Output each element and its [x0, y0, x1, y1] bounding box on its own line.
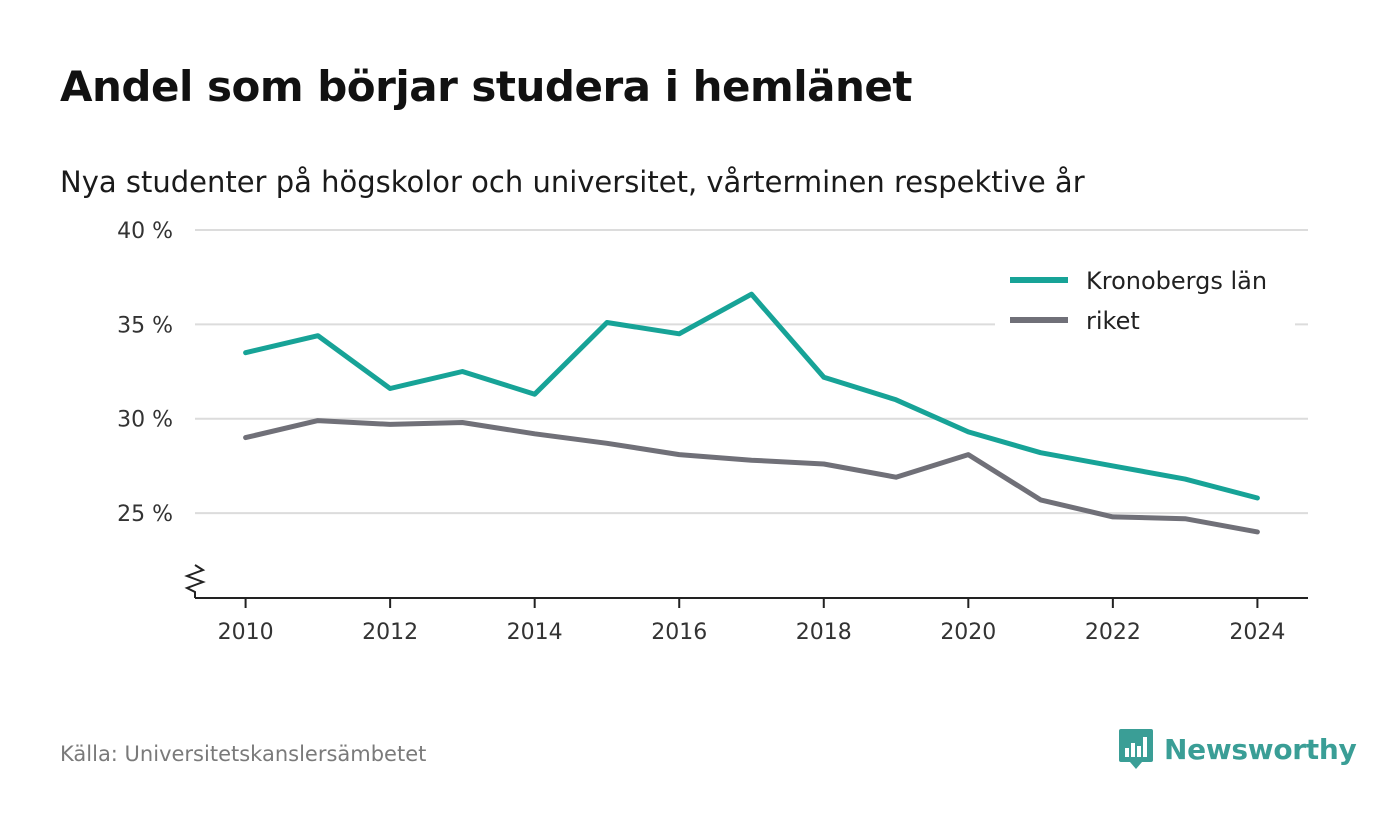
series-line-1 — [243, 291, 1260, 501]
legend-background — [995, 258, 1295, 344]
x-tick-label: 2020 — [940, 620, 996, 645]
x-tick-label: 2016 — [651, 620, 707, 645]
y-axis-break-marker — [184, 564, 206, 598]
y-tick-label: 30 % — [117, 408, 173, 433]
chart-subtitle: Nya studenter på högskolor och universit… — [60, 165, 1085, 199]
brand-name: Newsworthy — [1164, 732, 1357, 766]
x-tick-label: 2010 — [218, 620, 274, 645]
y-tick-label: 35 % — [117, 313, 173, 338]
brand-logo[interactable]: Newsworthy — [1118, 728, 1357, 770]
chart-title: Andel som börjar studera i hemlänet — [60, 62, 913, 111]
source-note: Källa: Universitetskanslersämbetet — [60, 742, 427, 766]
x-tick-label: 2024 — [1229, 620, 1285, 645]
x-tick-label: 2022 — [1085, 620, 1141, 645]
y-tick-label: 40 % — [117, 219, 173, 244]
series-lines — [243, 291, 1260, 535]
legend-label-2: riket — [1086, 307, 1140, 335]
x-axis: 2010 2012 2014 2016 2018 2020 2022 2024 — [184, 564, 1308, 645]
series-line-2 — [243, 418, 1260, 535]
x-tick-label: 2012 — [362, 620, 418, 645]
line-chart: 25 % 30 % 35 % 40 % 2010 2012 2014 2016 2018 202… — [117, 219, 1308, 645]
x-tick-label: 2014 — [507, 620, 563, 645]
newsworthy-logo-icon — [1119, 729, 1153, 769]
y-tick-label: 25 % — [117, 502, 173, 527]
x-tick-label: 2018 — [796, 620, 852, 645]
legend-label-1: Kronobergs län — [1086, 267, 1267, 295]
legend: Kronobergs län riket — [995, 258, 1295, 344]
